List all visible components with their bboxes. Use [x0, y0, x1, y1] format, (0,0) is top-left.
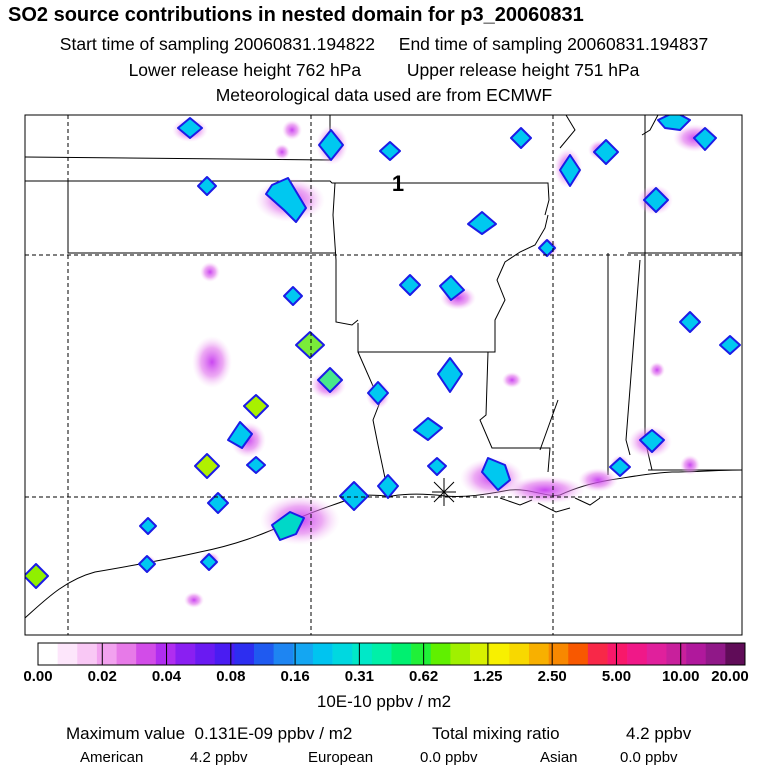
- colorbar-swatch: [77, 643, 98, 665]
- colorbar-swatch: [470, 643, 490, 665]
- state-boundaries: [25, 115, 742, 479]
- colorbar-swatch: [430, 643, 451, 665]
- colorbar-swatch: [155, 643, 176, 665]
- max-label: Maximum value: [66, 724, 186, 743]
- colorbar-swatch: [450, 643, 471, 665]
- colorbar-swatch: [352, 643, 373, 665]
- american-label: American: [80, 749, 144, 766]
- colorbar-swatch: [312, 643, 333, 665]
- colorbar-tick-label: 2.50: [537, 668, 567, 685]
- total-mixing-label: Total mixing ratio: [432, 724, 560, 743]
- plot-title: SO2 source contributions in nested domai…: [8, 4, 584, 26]
- upper-value: 751 hPa: [574, 60, 640, 80]
- upper-label: Upper release height: [406, 60, 570, 80]
- colorbar-swatch: [725, 643, 746, 665]
- map-marker-label: 1: [392, 171, 404, 196]
- end-label: End time of sampling: [398, 34, 563, 54]
- colorbar-swatch: [548, 643, 569, 665]
- colorbar-swatch: [587, 643, 608, 665]
- colorbar-swatch: [371, 643, 392, 665]
- colorbar-swatch: [411, 643, 432, 665]
- colorbar-tick-label: 5.00: [601, 668, 632, 685]
- asian-value: 0.0 ppbv: [620, 749, 678, 766]
- colorbar-swatch: [332, 643, 353, 665]
- colorbar-unit: 10E-10 ppbv / m2: [316, 692, 452, 711]
- end-value: 20060831.194837: [567, 34, 709, 54]
- receptor-cross: [432, 478, 456, 506]
- colorbar-tick-label: 0.31: [344, 668, 374, 685]
- lower-value: 762 hPa: [295, 60, 362, 80]
- colorbar-swatch: [666, 643, 687, 665]
- colorbar-swatch: [489, 643, 510, 665]
- colorbar-frame: [37, 642, 746, 666]
- colorbar-swatch: [686, 643, 707, 665]
- asian-label: Asian: [540, 749, 578, 766]
- start-value: 20060831.194822: [233, 34, 376, 54]
- colorbar-tick-label: 0.16: [280, 668, 310, 685]
- colorbar-swatch: [509, 643, 530, 665]
- sampling-times: Start time of sampling 20060831.194822 E…: [0, 34, 768, 55]
- source-diamonds: [25, 115, 741, 589]
- colorbar-swatch: [568, 643, 589, 665]
- colorbar-swatch: [273, 643, 294, 665]
- colorbar-swatch: [234, 643, 255, 665]
- colorbar-swatch: [116, 643, 137, 665]
- colorbar-swatch: [705, 643, 726, 665]
- colorbar-tick-label: 0.02: [87, 668, 117, 685]
- max-value: 0.131E-09 ppbv / m2: [194, 724, 353, 743]
- colorbar-swatch: [96, 643, 117, 665]
- colorbar-swatch: [195, 643, 216, 665]
- max-value-line: Maximum value 0.131E-09 ppbv / m2: [66, 724, 352, 744]
- plumes: [140, 118, 717, 608]
- map-frame: [24, 114, 743, 636]
- start-label: Start time of sampling: [59, 34, 230, 54]
- colorbar-swatch: [38, 643, 58, 665]
- colorbar-tick-label: 0.04: [151, 668, 182, 685]
- colorbar-swatch: [627, 643, 648, 665]
- european-value: 0.0 ppbv: [420, 749, 478, 766]
- colorbar-tick-label: 0.08: [216, 668, 246, 685]
- colorbar-swatch: [528, 643, 549, 665]
- american-value: 4.2 ppbv: [190, 749, 248, 766]
- colorbar-tick-label: 10.00: [661, 668, 700, 685]
- colorbar-tick-label: 1.25: [473, 668, 503, 685]
- colorbar-swatch: [254, 643, 274, 665]
- colorbar-swatch: [136, 643, 157, 665]
- lower-label: Lower release height: [128, 60, 292, 80]
- colorbar-swatch: [391, 643, 412, 665]
- colorbar-swatch: [214, 643, 235, 665]
- colorbar-tick-label: 20.00: [711, 668, 749, 685]
- colorbar-tick-label: 0.00: [23, 668, 53, 685]
- colorbar-swatch: [607, 643, 628, 665]
- colorbar-swatch: [175, 643, 196, 665]
- total-mixing-value: 4.2 ppbv: [626, 724, 692, 743]
- colorbar-swatch: [293, 643, 314, 665]
- european-label: European: [308, 749, 374, 766]
- grid-lines: [25, 115, 742, 635]
- colorbar-swatch: [646, 643, 667, 665]
- release-heights: Lower release height 762 hPa Upper relea…: [0, 60, 768, 81]
- colorbar-tick-label: 0.62: [409, 668, 439, 685]
- colorbar: [37, 642, 746, 666]
- colorbar-swatch: [57, 643, 78, 665]
- map-content: [25, 115, 742, 619]
- met-data-line: Meteorological data used are from ECMWF: [215, 85, 553, 105]
